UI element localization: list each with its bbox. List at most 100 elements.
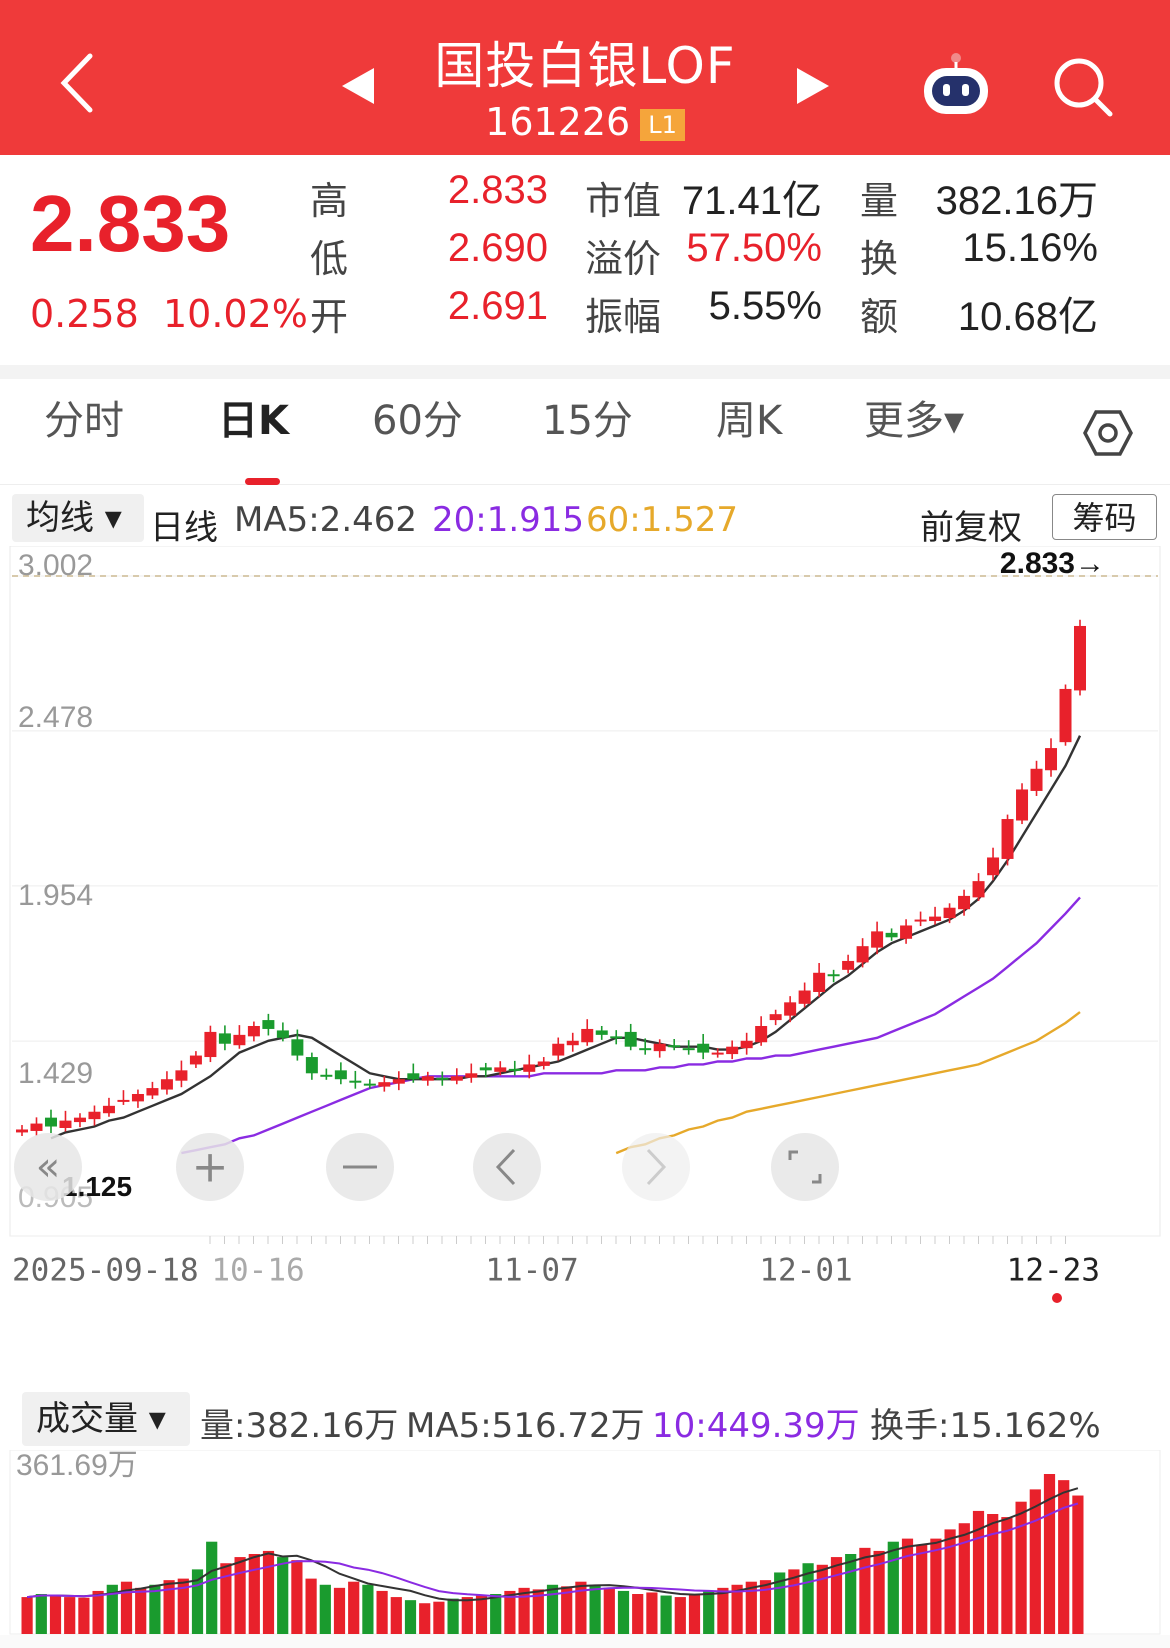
assistant-robot-icon[interactable] xyxy=(918,52,994,118)
volume-bar xyxy=(291,1560,303,1634)
candlestick-chart[interactable]: 3.002 2.478 1.954 1.429 0.905 1.125 2.83… xyxy=(0,546,1170,1306)
volume-bar xyxy=(1015,1501,1027,1634)
quote-panel xyxy=(0,155,1170,365)
change-percent: 10.02% xyxy=(162,292,308,336)
tab-15min[interactable]: 15分 xyxy=(542,398,633,444)
candle xyxy=(740,1032,753,1055)
volume-bar xyxy=(21,1597,33,1634)
volume-bar xyxy=(617,1590,630,1634)
candle xyxy=(30,1117,43,1136)
chip-distribution-button[interactable]: 筹码 xyxy=(1052,494,1157,540)
fullscreen-button[interactable] xyxy=(771,1133,839,1201)
candle xyxy=(900,919,913,944)
ma60line-path xyxy=(615,1011,1081,1155)
last-price: 2.833 xyxy=(30,179,231,268)
candle xyxy=(610,1030,623,1045)
candle xyxy=(436,1071,449,1086)
volume-bar xyxy=(362,1584,374,1634)
premium-label: 溢价 xyxy=(585,237,662,281)
indicator-select[interactable]: 均线 ▾ xyxy=(12,494,144,542)
candle xyxy=(508,1060,521,1076)
svg-text:«: « xyxy=(36,1144,60,1190)
candle xyxy=(552,1037,565,1061)
volume-ma10: 10:449.39万 xyxy=(652,1406,860,1446)
candle xyxy=(465,1063,478,1083)
volume-bar xyxy=(234,1557,246,1634)
next-stock-icon[interactable] xyxy=(795,66,831,106)
volume-bar xyxy=(319,1584,331,1634)
volume-bar xyxy=(177,1578,189,1634)
volume-bar xyxy=(1043,1474,1056,1634)
candle xyxy=(769,1009,782,1026)
candle xyxy=(639,1038,652,1055)
candle xyxy=(1074,619,1086,696)
prev-stock-icon[interactable] xyxy=(340,66,376,106)
candle xyxy=(59,1110,72,1132)
tab-intraday[interactable]: 分时 xyxy=(44,398,124,444)
candle xyxy=(146,1081,159,1100)
candle xyxy=(378,1075,391,1092)
volume-bar xyxy=(277,1557,289,1634)
x-tick-end: 12-23 xyxy=(1007,1253,1100,1289)
candle xyxy=(581,1019,594,1046)
volume-bar xyxy=(944,1529,956,1634)
x-tick-4: 12-01 xyxy=(759,1253,852,1289)
volume-bar xyxy=(972,1510,985,1634)
volume-bar xyxy=(873,1550,885,1634)
open-value: 2.691 xyxy=(447,284,548,328)
premium-value: 57.50% xyxy=(686,226,822,270)
volume-bar xyxy=(206,1541,218,1634)
tab-60min[interactable]: 60分 xyxy=(372,398,463,444)
volume-bar xyxy=(717,1587,729,1634)
candle xyxy=(668,1039,681,1051)
stock-name: 国投白银LOF xyxy=(434,37,736,95)
volume-bar xyxy=(688,1594,701,1634)
candle xyxy=(1030,760,1043,796)
volume-bar xyxy=(135,1587,147,1634)
ma60-line xyxy=(615,1011,1081,1155)
open-label: 开 xyxy=(310,295,349,339)
volume-bar xyxy=(788,1569,800,1634)
candle xyxy=(784,996,797,1023)
high-label: 高 xyxy=(310,179,349,223)
last-price-marker: 2.833→ xyxy=(1000,547,1105,580)
volume-chart[interactable]: 361.69万 xyxy=(0,1450,1170,1635)
y-tick-top: 3.002 xyxy=(18,549,93,582)
volume-bars xyxy=(21,1474,1084,1634)
volume-turnover: 换手:15.162% xyxy=(870,1406,1101,1446)
zoom-in-button[interactable]: + xyxy=(176,1133,244,1201)
turnover-value: 15.16% xyxy=(962,226,1098,270)
tab-daily-k[interactable]: 日K xyxy=(218,398,289,444)
candle xyxy=(16,1125,28,1136)
stock-code: 161226 xyxy=(485,100,631,144)
turnover-label: 换 xyxy=(860,237,899,281)
volume-bar xyxy=(120,1581,133,1634)
x-axis-ticks xyxy=(209,1236,1066,1244)
y-tick-2: 2.478 xyxy=(18,701,93,734)
scroll-left-button[interactable]: « xyxy=(14,1133,82,1201)
candle xyxy=(363,1079,376,1089)
zoom-out-button[interactable] xyxy=(326,1133,394,1201)
candle xyxy=(175,1060,188,1088)
volume-bar xyxy=(475,1595,488,1634)
ma20-line xyxy=(181,896,1081,1155)
candle xyxy=(160,1071,173,1095)
volume-bar xyxy=(646,1592,658,1634)
candle xyxy=(595,1025,608,1040)
tab-weekly-k[interactable]: 周K xyxy=(716,398,783,444)
volume-bar xyxy=(433,1601,445,1634)
amount-label: 额 xyxy=(860,295,899,339)
candle xyxy=(1001,814,1014,866)
back-arrow-icon[interactable] xyxy=(50,48,110,118)
tab-more[interactable]: 更多▾ xyxy=(864,398,965,444)
settings-hexagon-icon[interactable] xyxy=(1083,408,1133,458)
volume-indicator-select[interactable]: 成交量 ▾ xyxy=(22,1392,190,1446)
candle xyxy=(88,1105,101,1126)
adjust-mode[interactable]: 前复权 xyxy=(920,508,1022,548)
volume-bar xyxy=(731,1584,743,1634)
step-left-button[interactable] xyxy=(473,1133,541,1201)
search-icon[interactable] xyxy=(1052,56,1114,118)
candle xyxy=(566,1032,579,1052)
step-right-button[interactable] xyxy=(622,1133,690,1201)
volume-bar xyxy=(575,1581,587,1634)
